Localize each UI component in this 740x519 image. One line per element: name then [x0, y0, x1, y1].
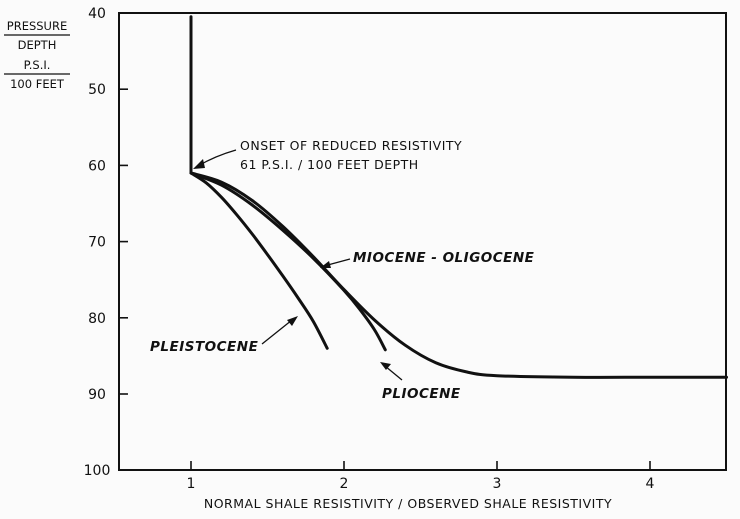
annotation-arrowhead	[193, 159, 205, 169]
x-axis: 1 2 3 4	[187, 461, 655, 492]
y-tick-label: 80	[88, 311, 106, 327]
series-label-pliocene: PLIOCENE	[382, 386, 461, 402]
y-axis-label-line-2: DEPTH	[18, 38, 57, 52]
y-axis: 40 50 60 70 80 90 100	[84, 6, 128, 479]
y-tick-label: 50	[88, 82, 106, 98]
y-axis-label: PRESSURE DEPTH P.S.I. 100 FEET	[4, 19, 70, 91]
series-leader-miocene-oligocene	[323, 258, 351, 267]
series-labels: MIOCENE - OLIGOCENE PLEISTOCENE PLIOCENE	[150, 250, 535, 402]
y-tick-label: 100	[84, 463, 111, 479]
x-tick-label: 4	[646, 476, 655, 492]
pleistocene-leader-arrowhead	[287, 316, 298, 326]
series-label-pleistocene: PLEISTOCENE	[150, 339, 259, 355]
annotation-line-2: 61 P.S.I. / 100 FEET DEPTH	[240, 157, 419, 172]
series-leader-pleistocene	[261, 319, 293, 345]
y-axis-label-line-1: PRESSURE	[7, 19, 67, 33]
miocene-leader-arrowhead	[320, 261, 331, 268]
pleistocene-line	[189, 171, 329, 350]
y-axis-label-line-4: 100 FEET	[10, 77, 65, 91]
y-tick-label: 90	[88, 387, 106, 403]
x-tick-label: 1	[187, 476, 196, 492]
miocene-oligocene-line	[189, 171, 728, 379]
y-tick-label: 40	[88, 6, 106, 22]
y-tick-label: 60	[88, 158, 106, 174]
y-axis-label-line-3: P.S.I.	[24, 58, 51, 72]
y-tick-label: 70	[88, 235, 106, 251]
series-label-miocene-oligocene: MIOCENE - OLIGOCENE	[353, 250, 535, 266]
onset-annotation: ONSET OF REDUCED RESISTIVITY 61 P.S.I. /…	[197, 138, 462, 172]
annotation-arrow	[197, 149, 237, 167]
series-leader-pliocene	[384, 365, 403, 381]
annotation-line-1: ONSET OF REDUCED RESISTIVITY	[240, 138, 462, 153]
x-tick-label: 3	[493, 476, 502, 492]
plot-area	[189, 15, 728, 379]
x-tick-label: 2	[340, 476, 349, 492]
x-axis-label: NORMAL SHALE RESISTIVITY / OBSERVED SHAL…	[204, 496, 612, 511]
